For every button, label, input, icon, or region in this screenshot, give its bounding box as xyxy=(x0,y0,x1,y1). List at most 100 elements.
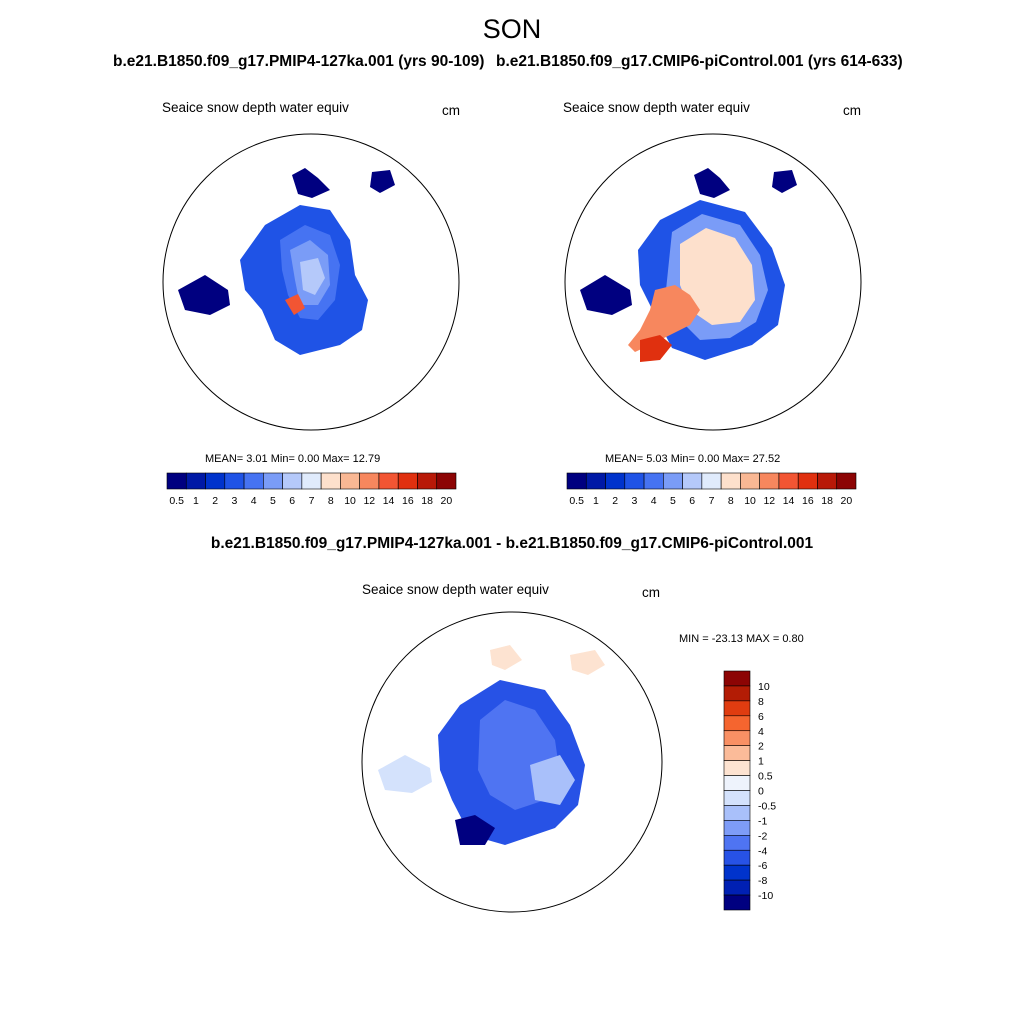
colorbar-left-swatch xyxy=(224,472,245,490)
colorbar-diff-swatch xyxy=(723,790,751,806)
colorbar-right-tick-label: 12 xyxy=(763,495,775,507)
colorbar-right-tick-label: 8 xyxy=(728,495,734,507)
variable-label-right: Seaice snow depth water equiv xyxy=(563,100,750,115)
colorbar-diff-tick-label: -6 xyxy=(758,860,767,872)
colorbar-left-tick-label: 6 xyxy=(289,495,295,507)
colorbar-left-swatch xyxy=(436,472,457,490)
colorbar-right-swatch xyxy=(682,472,703,490)
colorbar-left-tick-label: 4 xyxy=(251,495,257,507)
colorbar-left-tick-label: 5 xyxy=(270,495,276,507)
colorbar-diff-swatch xyxy=(723,730,751,746)
colorbar-diff-swatch xyxy=(723,835,751,851)
stats-diff: MIN = -23.13 MAX = 0.80 xyxy=(679,633,804,645)
colorbar-left-swatch xyxy=(243,472,264,490)
colorbar-diff-swatch xyxy=(723,700,751,717)
colorbar-diff-tick-label: 0 xyxy=(758,786,764,798)
stats-right: MEAN= 5.03 Min= 0.00 Max= 27.52 xyxy=(605,453,781,465)
colorbar-right-tick-label: 5 xyxy=(670,495,676,507)
colorbar-left-swatch xyxy=(378,472,399,490)
colorbar-diff-tick-label: 2 xyxy=(758,741,764,753)
units-label-left: cm xyxy=(442,103,460,118)
colorbar-left-tick-label: 8 xyxy=(328,495,334,507)
colorbar-diff-tick-label: -8 xyxy=(758,875,767,887)
colorbar-diff-tick-label: 4 xyxy=(758,726,764,738)
colorbar-left-tick-label: 18 xyxy=(421,495,433,507)
colorbar-diff-swatch xyxy=(723,879,751,896)
colorbar-diff-tick-label: -4 xyxy=(758,845,767,857)
colorbar-right-swatch xyxy=(585,472,606,490)
colorbar-left-swatch xyxy=(320,472,341,490)
colorbar-right-tick-label: 10 xyxy=(744,495,756,507)
colorbar-left-tick-label: 12 xyxy=(363,495,375,507)
colorbar-diff-swatch xyxy=(723,670,751,687)
colorbar-right-swatch xyxy=(566,472,587,490)
variable-label-left: Seaice snow depth water equiv xyxy=(162,100,349,115)
colorbar-right-tick-label: 3 xyxy=(632,495,638,507)
colorbar-left-tick-label: 16 xyxy=(402,495,414,507)
map-pmip4 xyxy=(162,133,460,431)
colorbar-right-swatch xyxy=(624,472,645,490)
units-label-diff: cm xyxy=(642,585,660,600)
colorbar-left-tick-label: 2 xyxy=(212,495,218,507)
difference-title: b.e21.B1850.f09_g17.PMIP4-127ka.001 - b.… xyxy=(210,535,814,552)
colorbar-left-swatch xyxy=(397,472,418,490)
colorbar-right-tick-label: 14 xyxy=(783,495,795,507)
colorbar-diff-swatch xyxy=(723,864,751,881)
colorbar-right-swatch xyxy=(663,472,683,490)
colorbar-right-swatch xyxy=(797,472,818,490)
colorbar-diff-tick-label: 10 xyxy=(758,681,770,693)
colorbar-diff-tick-label: 6 xyxy=(758,711,764,723)
colorbar-left-tick-label: 0.5 xyxy=(169,495,184,507)
season-title: SON xyxy=(482,14,542,44)
colorbar-diff-swatch xyxy=(723,685,751,702)
colorbar-right-swatch xyxy=(778,472,799,490)
colorbar-left-swatch xyxy=(340,472,360,490)
colorbar-right-tick-label: 6 xyxy=(689,495,695,507)
colorbar-right-swatch xyxy=(817,472,838,490)
colorbar-right-swatch xyxy=(643,472,664,490)
colorbar-left: 0.5 1 2 3 4 5 6 7 8 10 12 14 16 18 20 xyxy=(166,472,457,507)
colorbar-right-tick-label: 4 xyxy=(651,495,657,507)
colorbar-left-swatch xyxy=(205,472,226,490)
colorbar-left-tick-label: 7 xyxy=(309,495,315,507)
variable-label-diff: Seaice snow depth water equiv xyxy=(362,582,549,597)
colorbar-left-swatch xyxy=(263,472,283,490)
map-border-right xyxy=(564,133,862,431)
colorbar-right-swatch xyxy=(605,472,626,490)
colorbar-diff-tick-label: 0.5 xyxy=(758,771,773,783)
colorbar-right-swatch xyxy=(759,472,780,490)
map-border-left xyxy=(162,133,460,431)
colorbar-left-tick-label: 1 xyxy=(193,495,199,507)
colorbar-diff-tick-label: 1 xyxy=(758,756,764,768)
colorbar-right-tick-label: 16 xyxy=(802,495,814,507)
colorbar-left-swatch xyxy=(166,472,187,490)
colorbar-diff-tick-label: -10 xyxy=(758,890,773,902)
panel-case-title-right: b.e21.B1850.f09_g17.CMIP6-piControl.001 … xyxy=(496,53,903,70)
colorbar-left-swatch xyxy=(359,472,380,490)
colorbar-diff-tick-label: -2 xyxy=(758,830,767,842)
colorbar-diff-swatch xyxy=(723,820,751,836)
panel-case-title-left: b.e21.B1850.f09_g17.PMIP4-127ka.001 (yrs… xyxy=(113,53,485,70)
colorbar-right-tick-label: 1 xyxy=(593,495,599,507)
colorbar-right-tick-label: 2 xyxy=(612,495,618,507)
colorbar-left-swatch xyxy=(185,472,206,490)
colorbar-left-tick-label: 3 xyxy=(232,495,238,507)
colorbar-right-swatch xyxy=(836,472,857,490)
colorbar-left-swatch xyxy=(301,472,322,490)
colorbar-left-swatch xyxy=(417,472,438,490)
colorbar-right-swatch xyxy=(740,472,760,490)
colorbar-right-tick-label: 20 xyxy=(841,495,853,507)
colorbar-right-swatch xyxy=(720,472,741,490)
stats-left: MEAN= 3.01 Min= 0.00 Max= 12.79 xyxy=(205,453,381,465)
colorbar-right-tick-label: 18 xyxy=(821,495,833,507)
map-border-diff xyxy=(361,611,663,913)
colorbar-diff-tick-label: -0.5 xyxy=(758,800,776,812)
colorbar-diff-swatch xyxy=(723,805,751,821)
colorbar-diff-swatch xyxy=(723,760,751,776)
colorbar-difference: 10 8 6 4 2 1 0.5 0 -0.5 -1 -2 -4 -6 -8 -10 xyxy=(723,670,776,911)
colorbar-diff-tick-label: 8 xyxy=(758,696,764,708)
map-picontrol xyxy=(564,133,862,431)
colorbar-left-tick-label: 10 xyxy=(344,495,356,507)
map-difference xyxy=(361,611,663,913)
